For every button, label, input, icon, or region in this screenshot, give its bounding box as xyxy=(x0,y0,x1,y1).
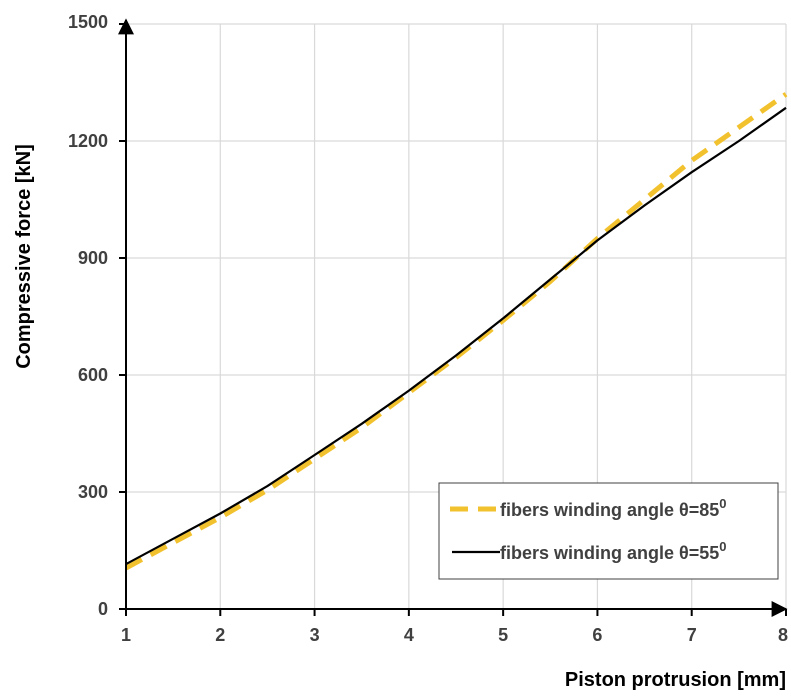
x-tick-label-5: 5 xyxy=(498,625,508,645)
legend-label-55-superscript: 0 xyxy=(719,539,726,554)
x-tick-label-1: 1 xyxy=(121,625,131,645)
x-axis-title: Piston protrusion [mm] xyxy=(565,669,786,691)
x-tick-label-8: 8 xyxy=(778,625,788,645)
x-tick-label-4: 4 xyxy=(404,625,414,645)
legend-label-55-text: fibers winding angle θ=55 xyxy=(500,543,719,563)
y-tick-label-600: 600 xyxy=(78,365,108,385)
y-tick-label-1500: 1500 xyxy=(68,12,108,32)
legend-box xyxy=(439,483,778,579)
legend-label-85-text: fibers winding angle θ=85 xyxy=(500,500,719,520)
y-axis-title: Compressive force [kN] xyxy=(13,144,35,369)
legend-label-85-superscript: 0 xyxy=(719,496,726,511)
legend-label-85: fibers winding angle θ=850 xyxy=(500,496,727,520)
y-tick-label-1200: 1200 xyxy=(68,131,108,151)
x-tick-label-7: 7 xyxy=(687,625,697,645)
legend: fibers winding angle θ=850 fibers windin… xyxy=(439,483,778,579)
x-tick-label-6: 6 xyxy=(592,625,602,645)
y-tick-label-0: 0 xyxy=(98,599,108,619)
x-tick-label-3: 3 xyxy=(310,625,320,645)
x-tick-label-2: 2 xyxy=(215,625,225,645)
y-tick-label-900: 900 xyxy=(78,248,108,268)
y-tick-label-300: 300 xyxy=(78,482,108,502)
legend-label-55: fibers winding angle θ=550 xyxy=(500,539,727,563)
